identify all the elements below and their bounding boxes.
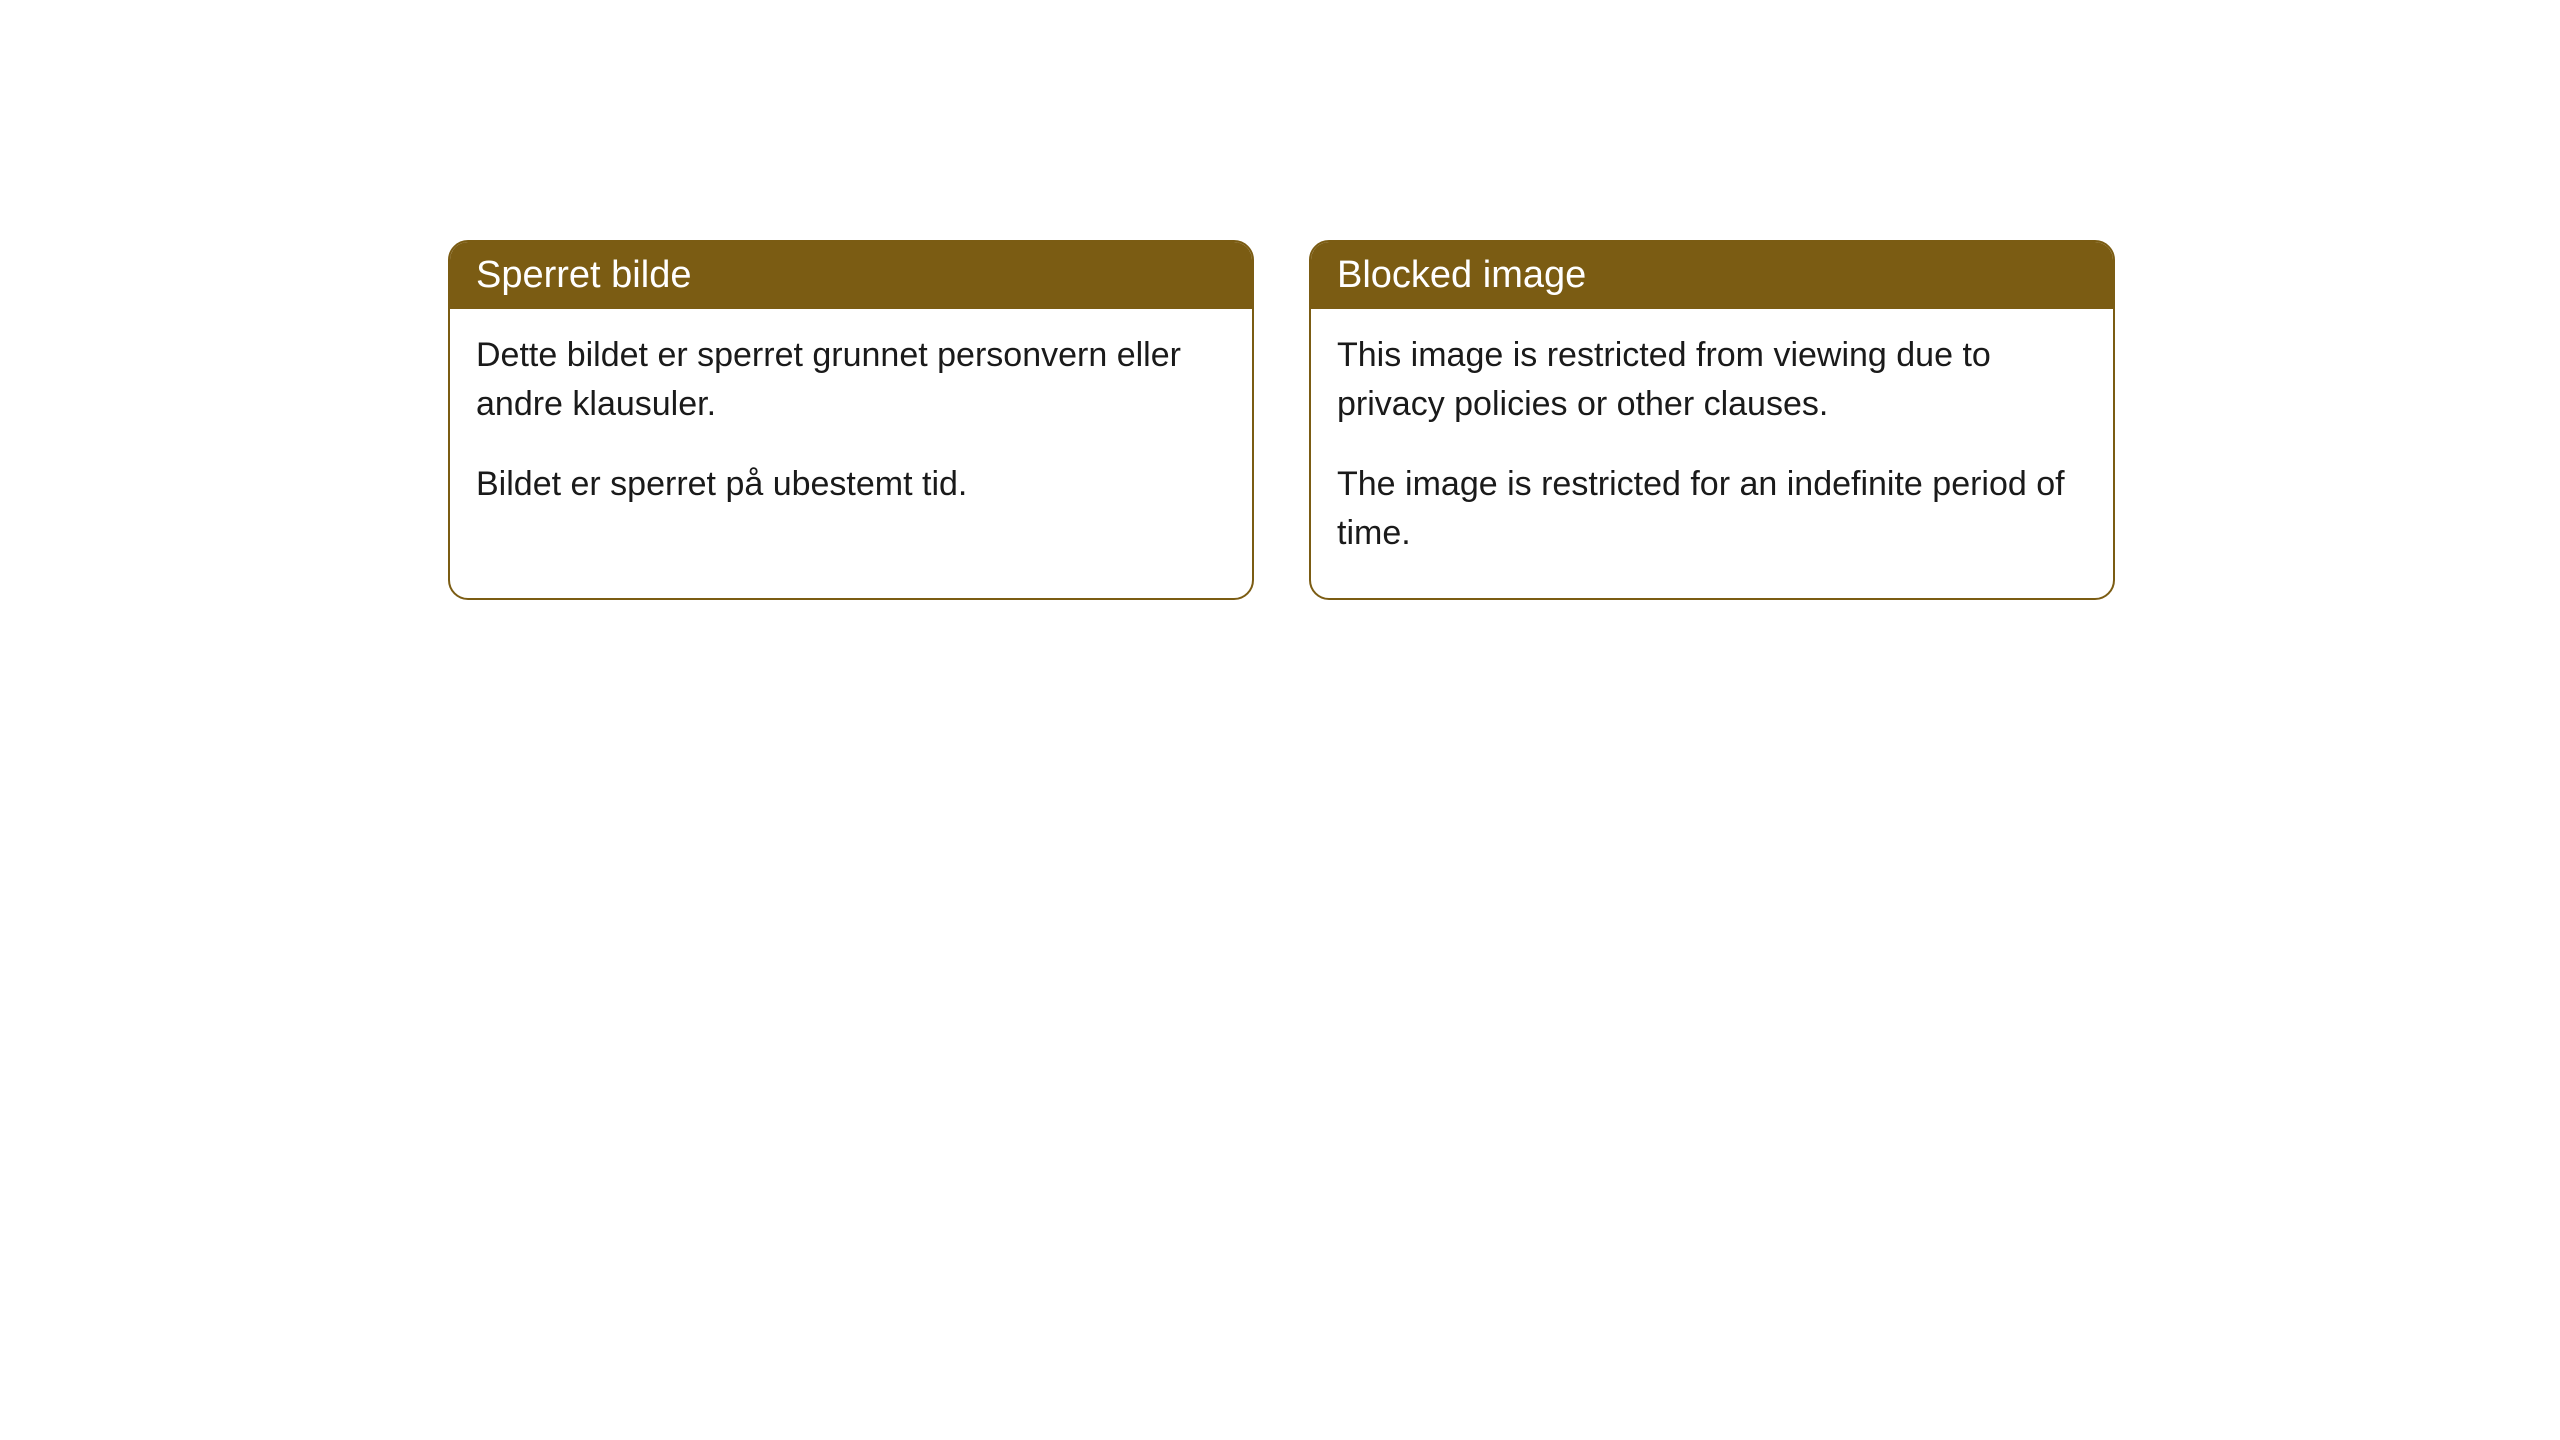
card-body-norwegian: Dette bildet er sperret grunnet personve…	[450, 309, 1252, 549]
card-header-english: Blocked image	[1311, 242, 2113, 309]
card-title: Sperret bilde	[476, 254, 691, 296]
blocked-image-card-english: Blocked image This image is restricted f…	[1309, 240, 2115, 600]
card-paragraph-2: Bildet er sperret på ubestemt tid.	[476, 460, 1226, 509]
notice-cards-container: Sperret bilde Dette bildet er sperret gr…	[448, 240, 2115, 600]
card-paragraph-1: This image is restricted from viewing du…	[1337, 331, 2087, 430]
card-paragraph-1: Dette bildet er sperret grunnet personve…	[476, 331, 1226, 430]
card-header-norwegian: Sperret bilde	[450, 242, 1252, 309]
card-title: Blocked image	[1337, 254, 1586, 296]
card-body-english: This image is restricted from viewing du…	[1311, 309, 2113, 598]
blocked-image-card-norwegian: Sperret bilde Dette bildet er sperret gr…	[448, 240, 1254, 600]
card-paragraph-2: The image is restricted for an indefinit…	[1337, 460, 2087, 559]
